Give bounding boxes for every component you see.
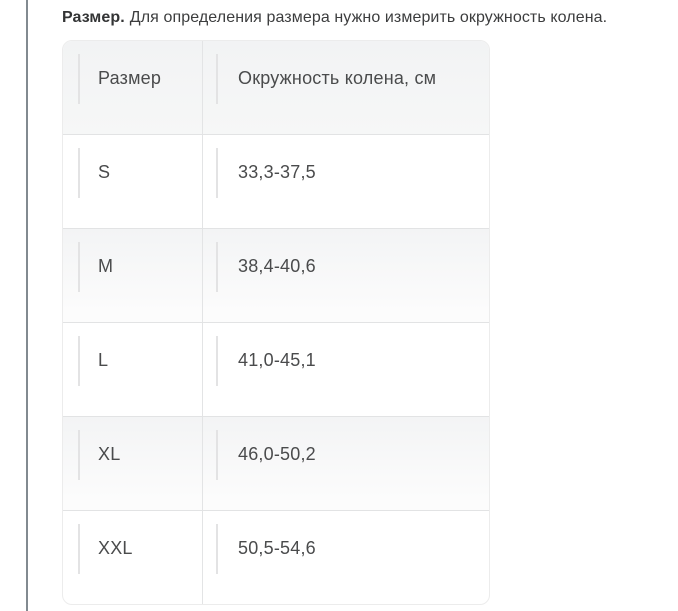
size-cell: XXL	[63, 511, 202, 604]
size-table: Размер Окружность колена, см S 33,3-37,5…	[62, 40, 490, 605]
size-cell: S	[63, 135, 202, 228]
table-row: XL 46,0-50,2	[63, 416, 489, 510]
table-row: XXL 50,5-54,6	[63, 510, 489, 604]
header-circumference-cell: Окружность колена, см	[202, 41, 489, 134]
circumference-cell: 38,4-40,6	[202, 229, 489, 322]
circumference-cell: 41,0-45,1	[202, 323, 489, 416]
table-row: M 38,4-40,6	[63, 228, 489, 322]
size-cell: M	[63, 229, 202, 322]
size-cell: XL	[63, 417, 202, 510]
caption-term: Размер.	[62, 9, 125, 26]
table-header-row: Размер Окружность колена, см	[63, 41, 489, 134]
circumference-cell: 33,3-37,5	[202, 135, 489, 228]
size-caption: Размер. Для определения размера нужно изм…	[62, 7, 607, 29]
table-row: S 33,3-37,5	[63, 134, 489, 228]
circumference-cell: 46,0-50,2	[202, 417, 489, 510]
left-border-line	[26, 0, 28, 611]
circumference-cell: 50,5-54,6	[202, 511, 489, 604]
table-row: L 41,0-45,1	[63, 322, 489, 416]
size-cell: L	[63, 323, 202, 416]
caption-text: Для определения размера нужно измерить о…	[129, 9, 608, 26]
header-size-cell: Размер	[63, 41, 202, 134]
